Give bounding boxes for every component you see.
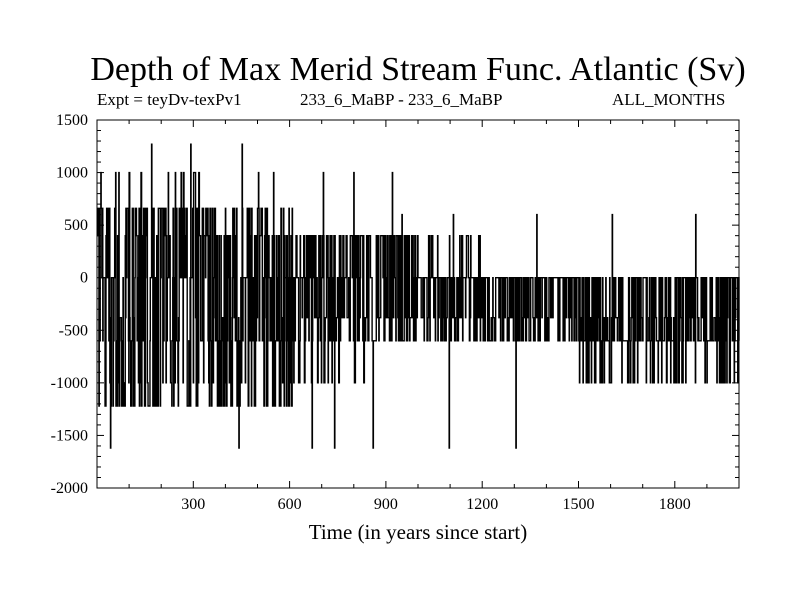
x-tick-label: 300: [181, 496, 205, 513]
y-tick-label: 0: [80, 270, 88, 287]
x-axis-label: Time (in years since start): [308, 520, 528, 544]
y-tick-label: -2000: [51, 480, 88, 497]
y-tick-label: -500: [59, 322, 88, 339]
y-tick-label: 1500: [56, 112, 88, 129]
y-tick-label: -1000: [51, 375, 88, 392]
plot-data: [96, 143, 740, 449]
x-tick-label: 1800: [659, 496, 691, 513]
series-line: [96, 143, 740, 449]
chart-title: Depth of Max Merid Stream Func. Atlantic…: [90, 51, 746, 88]
y-tick-label: 500: [64, 217, 88, 234]
x-tick-label: 600: [278, 496, 302, 513]
experiment-label: Expt = teyDv-texPv1: [97, 90, 242, 109]
x-tick-label: 900: [374, 496, 398, 513]
y-tick-label: 1000: [56, 165, 88, 182]
x-tick-label: 1500: [563, 496, 595, 513]
x-tick-label: 1200: [466, 496, 498, 513]
comparison-label: 233_6_MaBP - 233_6_MaBP: [300, 90, 503, 109]
y-tick-label: -1500: [51, 427, 88, 444]
plot-frame: [96, 119, 740, 489]
months-label: ALL_MONTHS: [612, 90, 726, 109]
